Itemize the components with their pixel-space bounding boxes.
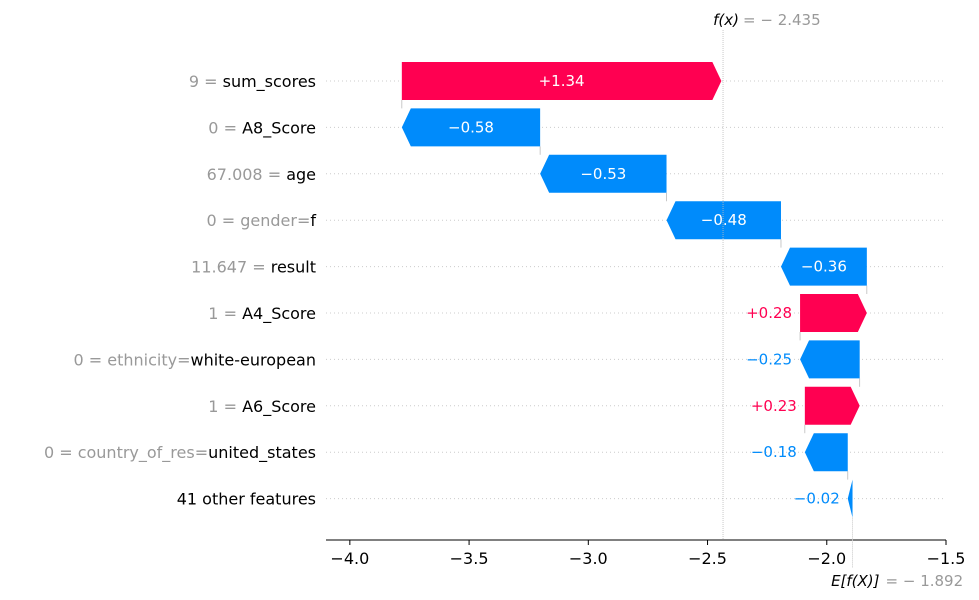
bar-labels: +1.34 −0.58 −0.53 −0.48 −0.36 +0.28 −0.25 +0.23…: [448, 72, 847, 508]
base-label: E[f(X)]: [831, 572, 880, 590]
waterfall-bar: [666, 201, 781, 240]
feature-label: 11.647 = result: [191, 258, 316, 277]
feature-label: 1 = A4_Score: [208, 304, 316, 324]
waterfall-bar: [401, 108, 541, 147]
feature-name-text: A6_Score: [242, 397, 316, 417]
waterfall-bar: [800, 294, 867, 332]
waterfall-bar: [800, 340, 860, 379]
feature-label: 1 = A6_Score: [208, 397, 316, 417]
reference-lines: [722, 30, 853, 568]
feature-value-text: 0 =: [208, 118, 242, 137]
waterfall-bar: [804, 433, 848, 472]
bar-value-label: −0.25: [746, 350, 792, 368]
feature-value-text: 9 =: [189, 72, 223, 91]
bar-value-label: −0.02: [794, 490, 840, 508]
feature-label: 0 = A8_Score: [208, 118, 316, 138]
feature-label: 0 = country_of_res=united_states: [44, 443, 316, 463]
bar-value-label: −0.53: [580, 165, 626, 183]
feature-label: 67.008 = age: [207, 165, 316, 184]
x-tick-label: −2.5: [688, 549, 727, 568]
feature-name-text: sum_scores: [223, 72, 316, 92]
waterfall-bar: [804, 386, 860, 425]
waterfall-bar: [847, 479, 853, 518]
feature-label: 41 other features: [177, 490, 316, 509]
x-tick-label: −2.0: [807, 549, 846, 568]
feature-name-text: white-european: [190, 350, 316, 369]
x-tick-label: −3.5: [450, 549, 489, 568]
feature-name-text: 41 other features: [177, 490, 316, 509]
bar-value-label: −0.48: [701, 211, 747, 229]
feature-name-text: A8_Score: [242, 118, 316, 138]
feature-name-text: united_states: [208, 443, 316, 463]
x-axis: −4.0 −3.5 −3.0 −2.5 −2.0 −1.5: [326, 539, 966, 568]
feature-value-text: 0 = country_of_res=: [44, 443, 208, 463]
feature-value-text: 11.647 =: [191, 258, 271, 277]
base-value: = − 1.892: [886, 572, 964, 590]
connectors: [401, 100, 868, 480]
bars: [401, 62, 867, 518]
bar-value-label: +0.23: [751, 397, 797, 415]
feature-name-text: A4_Score: [242, 304, 316, 324]
fx-value: = − 2.435: [743, 11, 821, 29]
feature-name-text: f: [310, 211, 316, 230]
feature-value-text: 1 =: [208, 397, 242, 416]
bar-value-label: −0.58: [448, 118, 494, 136]
feature-value-text: 0 = ethnicity=: [73, 350, 190, 369]
x-tick-label: −3.0: [569, 549, 608, 568]
feature-name-text: age: [286, 165, 316, 184]
waterfall-bar: [540, 154, 667, 193]
bar-value-label: −0.18: [751, 443, 797, 461]
waterfall-bar: [401, 62, 722, 100]
bar-value-label: +1.34: [539, 72, 585, 90]
feature-name-text: result: [271, 258, 316, 277]
feature-label: 0 = gender=f: [206, 211, 316, 230]
x-tick-label: −4.0: [330, 549, 369, 568]
y-labels: 9 = sum_scores 0 = A8_Score 67.008 = age 0 …: [44, 72, 316, 509]
feature-value-text: 0 = gender=: [206, 211, 310, 230]
waterfall-bar: [780, 247, 867, 286]
bar-value-label: +0.28: [746, 304, 792, 322]
feature-value-text: 67.008 =: [207, 165, 287, 184]
feature-label: 0 = ethnicity=white-european: [73, 350, 316, 369]
feature-value-text: 1 =: [208, 304, 242, 323]
bar-value-label: −0.36: [801, 258, 847, 276]
x-tick-label: −1.5: [927, 549, 966, 568]
fx-label: f(x): [713, 11, 739, 29]
feature-label: 9 = sum_scores: [189, 72, 316, 92]
